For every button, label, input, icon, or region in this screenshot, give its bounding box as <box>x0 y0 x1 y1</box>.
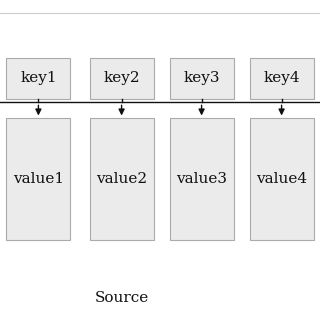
Text: Source: Source <box>94 291 149 305</box>
Text: key2: key2 <box>103 71 140 85</box>
Text: value4: value4 <box>256 172 307 186</box>
Text: value3: value3 <box>176 172 227 186</box>
Bar <box>6 118 70 240</box>
Bar <box>170 58 234 99</box>
Bar <box>6 58 70 99</box>
Text: key4: key4 <box>263 71 300 85</box>
Text: value1: value1 <box>13 172 64 186</box>
Text: key1: key1 <box>20 71 57 85</box>
Bar <box>250 58 314 99</box>
Bar <box>250 118 314 240</box>
Bar <box>90 118 154 240</box>
Text: key3: key3 <box>183 71 220 85</box>
Text: value2: value2 <box>96 172 147 186</box>
Bar <box>90 58 154 99</box>
Bar <box>170 118 234 240</box>
